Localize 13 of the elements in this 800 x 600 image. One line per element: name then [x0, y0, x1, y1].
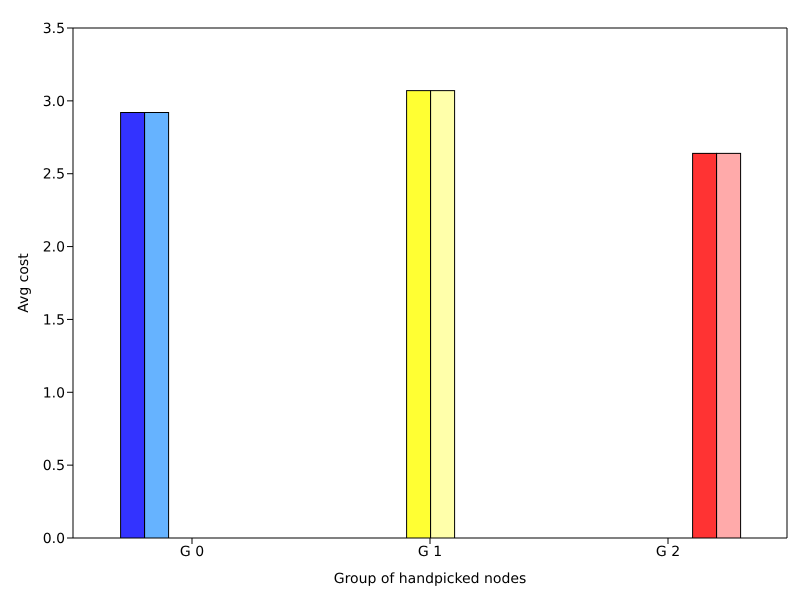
- y-tick-label: 3.5: [42, 20, 65, 37]
- y-tick-label: 0.0: [42, 530, 65, 547]
- x-tick-label: G 2: [656, 544, 680, 560]
- y-tick-label: 1.0: [42, 385, 65, 402]
- x-tick-label: G 1: [418, 544, 442, 560]
- y-axis-title: Avg cost: [16, 252, 32, 313]
- y-tick-label: 1.5: [42, 312, 65, 328]
- y-tick-label: 3.0: [42, 94, 65, 110]
- y-tick-label: 0.5: [42, 458, 65, 474]
- y-tick-label: 2.0: [42, 240, 65, 256]
- x-axis-title: Group of handpicked nodes: [334, 571, 526, 587]
- x-tick-label: G 0: [180, 544, 204, 560]
- y-tick-label: 2.5: [42, 166, 65, 183]
